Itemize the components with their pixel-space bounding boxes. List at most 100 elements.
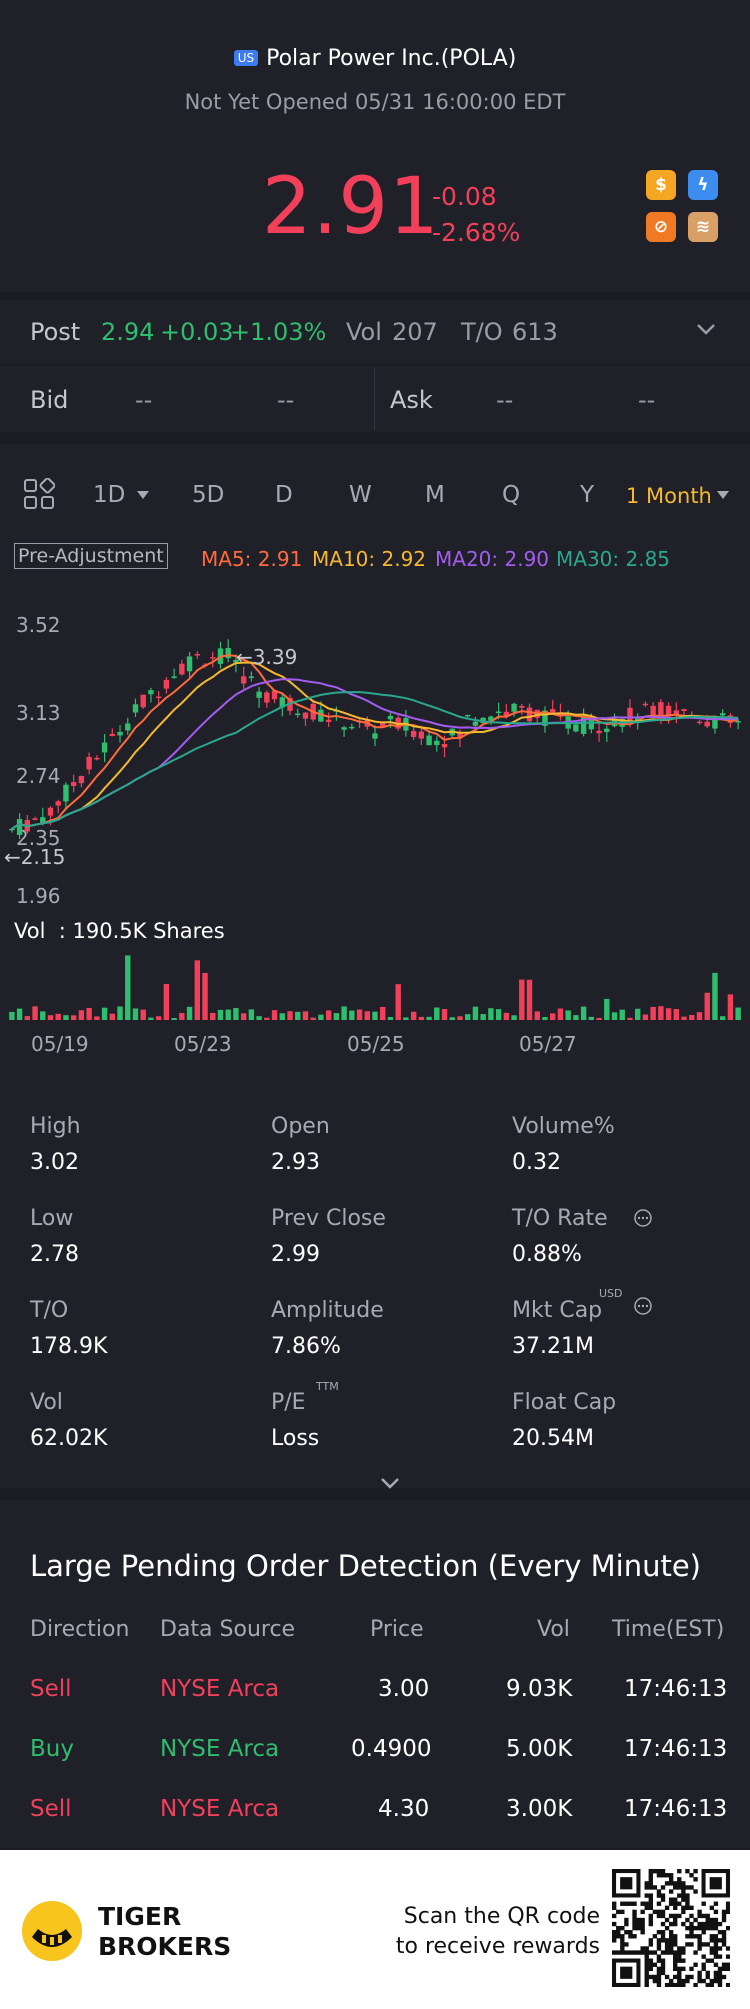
candle-body [604,728,610,732]
stat-value-high: 3.02 [30,1150,79,1175]
tab-1d[interactable]: 1D [93,482,126,508]
volume-bar [47,1015,54,1020]
volume-bar [480,1014,486,1020]
stock-title: US Polar Power Inc.(POLA) [0,46,750,71]
candle-body [387,715,394,720]
ask-price: -- [496,386,514,414]
volume-bar [55,1013,61,1020]
chevron-down-icon[interactable] [696,322,716,336]
volume-bar [495,1009,502,1020]
volume-bar [573,1015,579,1020]
volume-bar [449,1017,455,1020]
candlestick-chart[interactable] [0,620,750,1040]
order-price: 4.30 [378,1796,430,1822]
candle-body [233,659,239,663]
post-vol-label: Vol [346,318,382,346]
scan-text-line1: Scan the QR code [403,1904,600,1929]
info-icon[interactable] [633,1208,653,1228]
candle-body [109,733,116,737]
volume-bar [287,1011,293,1020]
no-short-icon[interactable]: ⊘ [646,212,676,242]
candle-body [426,735,432,746]
candle-body [16,819,23,835]
candle-body [519,705,525,708]
candle-body [94,757,100,760]
grid-layout-icon[interactable] [23,478,55,510]
expand-chevron-icon[interactable] [380,1476,400,1490]
volume-bar [179,1013,185,1020]
volume-bar [596,1017,602,1020]
low-marker: ←2.15 [4,845,66,869]
candle-body [256,691,262,698]
volume-bar [356,1009,363,1020]
volume-bar [557,1008,564,1020]
candle-body [596,730,602,734]
qr-code[interactable] [612,1869,730,1987]
volume-bar [650,1006,656,1020]
volume-bar [171,1017,177,1020]
candle-body [63,784,69,802]
candle-body [503,711,510,717]
order-source: NYSE Arca [160,1796,280,1822]
period-selector[interactable]: 1 Month [626,484,712,508]
layers-icon[interactable]: ≋ [688,212,718,242]
bid-price: -- [135,386,153,414]
volume-bar [588,1016,595,1020]
x-tick-label: 05/25 [347,1032,405,1056]
order-time: 17:46:13 [624,1736,728,1762]
candle-body [155,696,162,699]
stat-value-volume-pct: 0.32 [512,1150,561,1175]
volume-bar [256,1016,262,1020]
volume-bar [341,1006,347,1020]
candle-body [550,709,556,713]
tab-month[interactable]: M [425,482,445,508]
stat-value-float-cap: 20.54M [512,1426,594,1451]
volume-bar [681,1016,687,1020]
stat-label-prev-close: Prev Close [271,1206,386,1231]
volume-bar [395,984,401,1020]
tab-quarter[interactable]: Q [502,482,521,508]
info-icon[interactable] [633,1296,653,1316]
caret-down-icon[interactable] [136,490,150,500]
volume-bar [40,1011,46,1020]
dollar-icon[interactable]: $ [646,170,676,200]
volume-bar [519,979,525,1020]
volume-bar [550,1013,556,1020]
pending-orders-panel [0,1500,750,1848]
tab-5d[interactable]: 5D [192,482,225,508]
candle-body [557,712,564,717]
orders-title: Large Pending Order Detection (Every Min… [30,1549,701,1583]
x-tick-label: 05/19 [31,1032,89,1056]
candle-body [665,705,672,717]
volume-label: Vol : 190.5K Shares [14,919,225,943]
lightning-icon[interactable]: ϟ [688,170,718,200]
order-price: 0.4900 [351,1736,432,1762]
caret-down-icon[interactable] [716,490,730,500]
volume-bar [24,1016,31,1020]
tab-day[interactable]: D [275,482,293,508]
volume-bar [410,1011,417,1020]
volume-bar [16,1008,23,1020]
post-market-row[interactable]: Post 2.94 +0.03 +1.03% Vol 207 T/O 613 [0,300,750,364]
volume-bar [148,1017,154,1020]
candle-body [511,703,517,712]
volume-bar [279,1013,285,1020]
volume-bar [565,1010,571,1020]
candle-body [410,730,417,737]
stat-label-open: Open [271,1114,330,1139]
pre-adjustment-button[interactable]: Pre-Adjustment [14,543,168,569]
tab-week[interactable]: W [349,482,372,508]
volume-bar [78,1010,85,1020]
volume-bar [70,1015,77,1020]
volume-bar [642,1014,649,1020]
candle-body [526,707,533,722]
stat-label-volume-pct: Volume% [512,1114,615,1139]
order-direction: Sell [30,1796,72,1822]
volume-bar [387,1016,394,1020]
volume-bar [125,955,131,1020]
stat-value-to-rate: 0.88% [512,1242,582,1267]
candle-body [495,711,502,714]
tab-year[interactable]: Y [580,482,595,508]
candle-body [380,722,386,727]
volume-bar [217,1009,224,1020]
